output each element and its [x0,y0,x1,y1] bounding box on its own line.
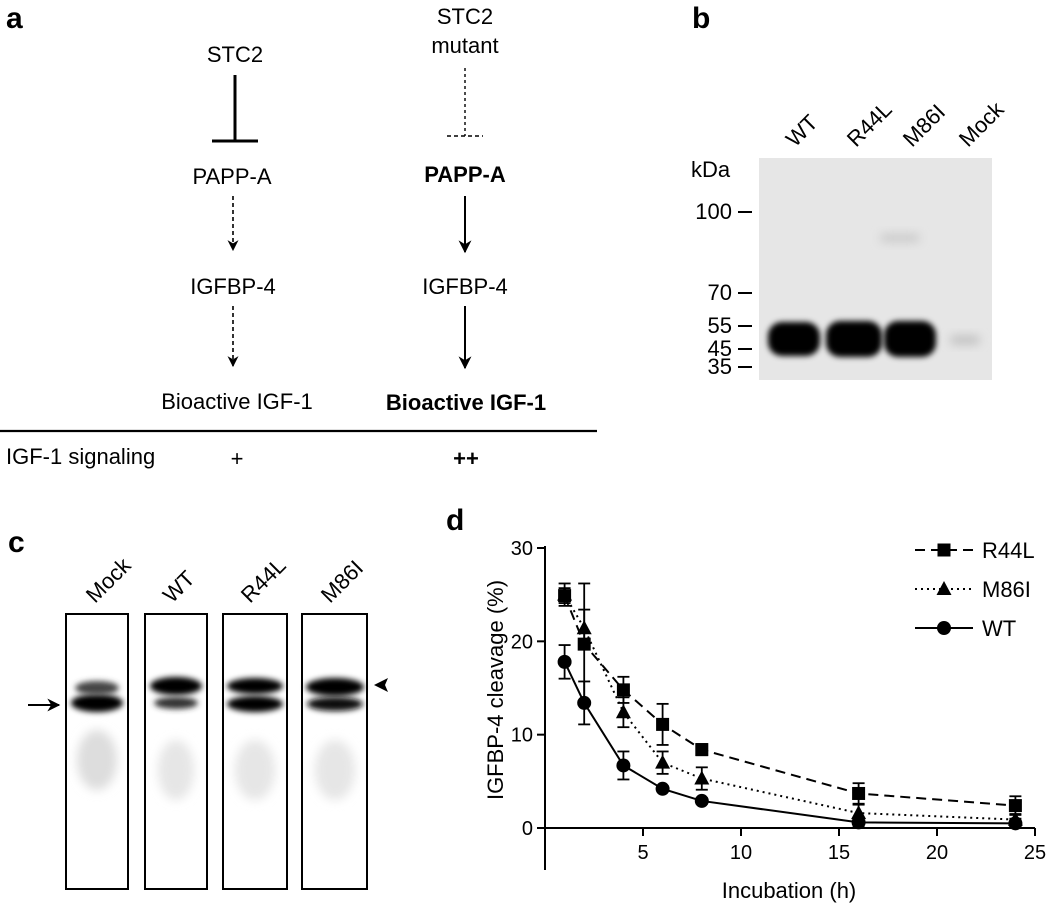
blot-c-lane-labels: Mock WT R44L M86I [81,552,368,608]
x-axis-label: Incubation (h) [722,878,857,903]
data-point-r44l [695,743,709,757]
y-axis-label: IGFBP-4 cleavage (%) [483,580,508,800]
left-stc2-label: STC2 [207,42,263,67]
data-point-r44l [852,786,866,800]
left-igfbp4-label: IGFBP-4 [190,274,276,299]
gel-lane-m86i [301,613,368,890]
band-wt [768,322,820,356]
x-tick-label: 15 [828,842,850,864]
marker-label: 55 [708,313,732,338]
panel-a-label: a [6,2,23,35]
weak-inhibition-icon [447,68,483,137]
cleavage-chart: 0 10 20 30 5 10 15 20 25 [511,538,1046,870]
gel-lane-wt [144,613,208,890]
gel-lane-label-m86i: M86I [316,555,368,607]
right-mutant-label: mutant [431,33,498,58]
series-r44l [558,582,1022,816]
lane-label-wt: WT [781,110,823,152]
band-m86i [884,321,936,357]
igf1-signaling-label: IGF-1 signaling [6,444,155,469]
data-point-wt [616,758,631,773]
series-line-wt [563,661,1016,825]
legend-label-wt: WT [982,616,1016,641]
inhibition-icon [212,75,258,143]
marker-label: 45 [708,336,732,361]
data-point-m86i [655,754,671,769]
band-mock [950,336,980,344]
data-point-wt [557,654,572,669]
gel-lane-label-r44l: R44L [236,553,291,608]
band-r44l [826,321,882,357]
lane-label-m86i: M86I [898,99,950,151]
marker-label: 35 [708,354,732,379]
legend-marker-wt [937,621,951,635]
faint-band [880,234,920,242]
legend-marker-m86i [936,581,952,595]
series-wt [557,644,1023,831]
y-tick-label: 10 [511,725,533,747]
data-point-wt [694,793,709,808]
data-point-m86i [851,805,867,820]
right-bioactive-igf1-label: Bioactive IGF-1 [386,390,546,415]
left-pappa-label: PAPP-A [192,164,271,189]
y-tick-label: 20 [511,631,533,653]
panel-c: c Mock WT R44L M86I [8,526,388,890]
lane-label-mock: Mock [954,96,1010,152]
kda-label: kDa [691,157,731,182]
data-point-r44l [656,717,670,731]
x-tick-label: 10 [730,842,752,864]
gel-lane-label-wt: WT [158,566,200,608]
marker-label: 70 [708,280,732,305]
left-bioactive-igf1-label: Bioactive IGF-1 [161,389,313,414]
left-signaling-value: + [231,446,244,471]
x-tick-label: 25 [1024,842,1046,864]
gel-lane-mock [65,613,129,890]
legend-label-r44l: R44L [982,538,1035,563]
panel-d-label: d [446,504,464,537]
right-signaling-value: ++ [453,446,479,471]
gel-lane-r44l [222,613,288,890]
right-pappa-label: PAPP-A [424,162,506,187]
panel-a: a STC2 PAPP-A IGFBP-4 Bioactive IGF-1 ST… [0,2,597,471]
data-point-r44l [558,589,572,603]
chart-legend: R44L M86I WT [915,538,1035,641]
y-tick-label: 0 [522,818,533,840]
y-tick-label: 30 [511,538,533,560]
left-arrowhead-icon [374,678,388,692]
lane-label-r44l: R44L [842,97,897,152]
x-tick-label: 20 [926,842,948,864]
x-tick-label: 5 [637,842,648,864]
marker-label: 100 [695,199,732,224]
data-point-r44l [1008,799,1022,813]
data-point-r44l [616,683,630,697]
data-point-r44l [577,637,591,651]
data-point-m86i [694,770,710,785]
gel-lane-label-mock: Mock [81,552,137,608]
legend-label-m86i: M86I [982,577,1031,602]
series-m86i [557,582,1023,827]
right-igfbp4-label: IGFBP-4 [422,274,508,299]
legend-marker-r44l [937,543,951,557]
data-point-m86i [615,704,631,719]
panel-b-label: b [692,2,710,35]
data-point-wt [655,781,670,796]
panel-d: d 0 10 20 30 5 10 15 20 25 Incubation (h) IGFBP-… [446,504,1046,903]
right-stc2-label: STC2 [437,4,493,29]
panel-c-label: c [8,526,25,559]
data-point-m86i [1007,811,1023,826]
blot-b-lane-labels: WT R44L M86I Mock [781,96,1010,152]
blot-bands [768,234,980,357]
